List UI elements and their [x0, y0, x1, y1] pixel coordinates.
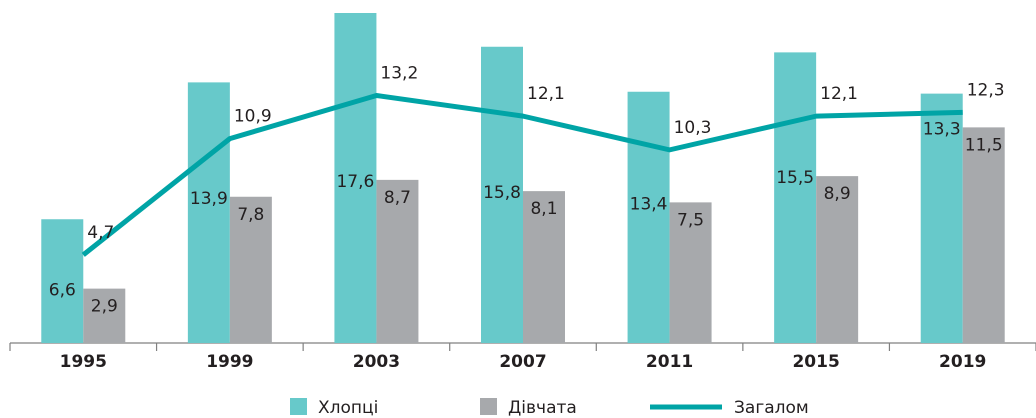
legend-label: Дівчата [508, 398, 577, 418]
line-label: 13,2 [380, 64, 418, 84]
bar [627, 91, 670, 343]
bar [816, 176, 859, 343]
data-label: 17,6 [336, 172, 374, 192]
data-label: 15,8 [483, 183, 521, 203]
x-tick-label: 2011 [646, 352, 693, 372]
data-label: 13,3 [923, 119, 961, 139]
x-tick-label: 2007 [499, 352, 546, 372]
legend-label: Загалом [734, 398, 809, 418]
data-label: 2,9 [91, 297, 118, 317]
line-label: 12,1 [527, 84, 565, 104]
data-label: 8,9 [824, 184, 851, 204]
line-label: 12,3 [967, 80, 1005, 100]
x-tick-label: 2019 [939, 352, 986, 372]
data-label: 7,8 [237, 205, 264, 225]
bar [83, 288, 126, 343]
bar [774, 52, 817, 343]
x-tick-label: 1995 [60, 352, 107, 372]
x-tick-label: 1999 [206, 352, 253, 372]
bar [669, 202, 712, 343]
data-label: 6,6 [49, 281, 76, 301]
data-label: 8,7 [384, 188, 411, 208]
bar [962, 127, 1005, 343]
data-label: 7,5 [677, 210, 704, 230]
x-tick-label: 2015 [792, 352, 839, 372]
line-label: 10,9 [234, 107, 272, 127]
bar [334, 13, 377, 343]
bar [376, 179, 419, 343]
data-label: 15,5 [776, 168, 814, 188]
legend-swatch [480, 398, 497, 415]
data-label: 13,9 [190, 189, 228, 209]
legend-label: Хлопці [318, 398, 378, 418]
bar [523, 191, 565, 343]
legend-swatch [290, 398, 307, 415]
bar [229, 196, 272, 343]
x-tick-label: 2003 [353, 352, 400, 372]
data-label: 13,4 [630, 194, 668, 214]
bar [920, 93, 963, 343]
line-label: 4,7 [87, 223, 114, 243]
data-label: 8,1 [530, 199, 557, 219]
line-label: 12,1 [820, 84, 858, 104]
line-label: 10,3 [674, 118, 712, 138]
data-label: 11,5 [965, 135, 1003, 155]
bar [187, 82, 230, 343]
bar [481, 46, 523, 343]
bar [41, 219, 84, 343]
line [81, 93, 963, 257]
